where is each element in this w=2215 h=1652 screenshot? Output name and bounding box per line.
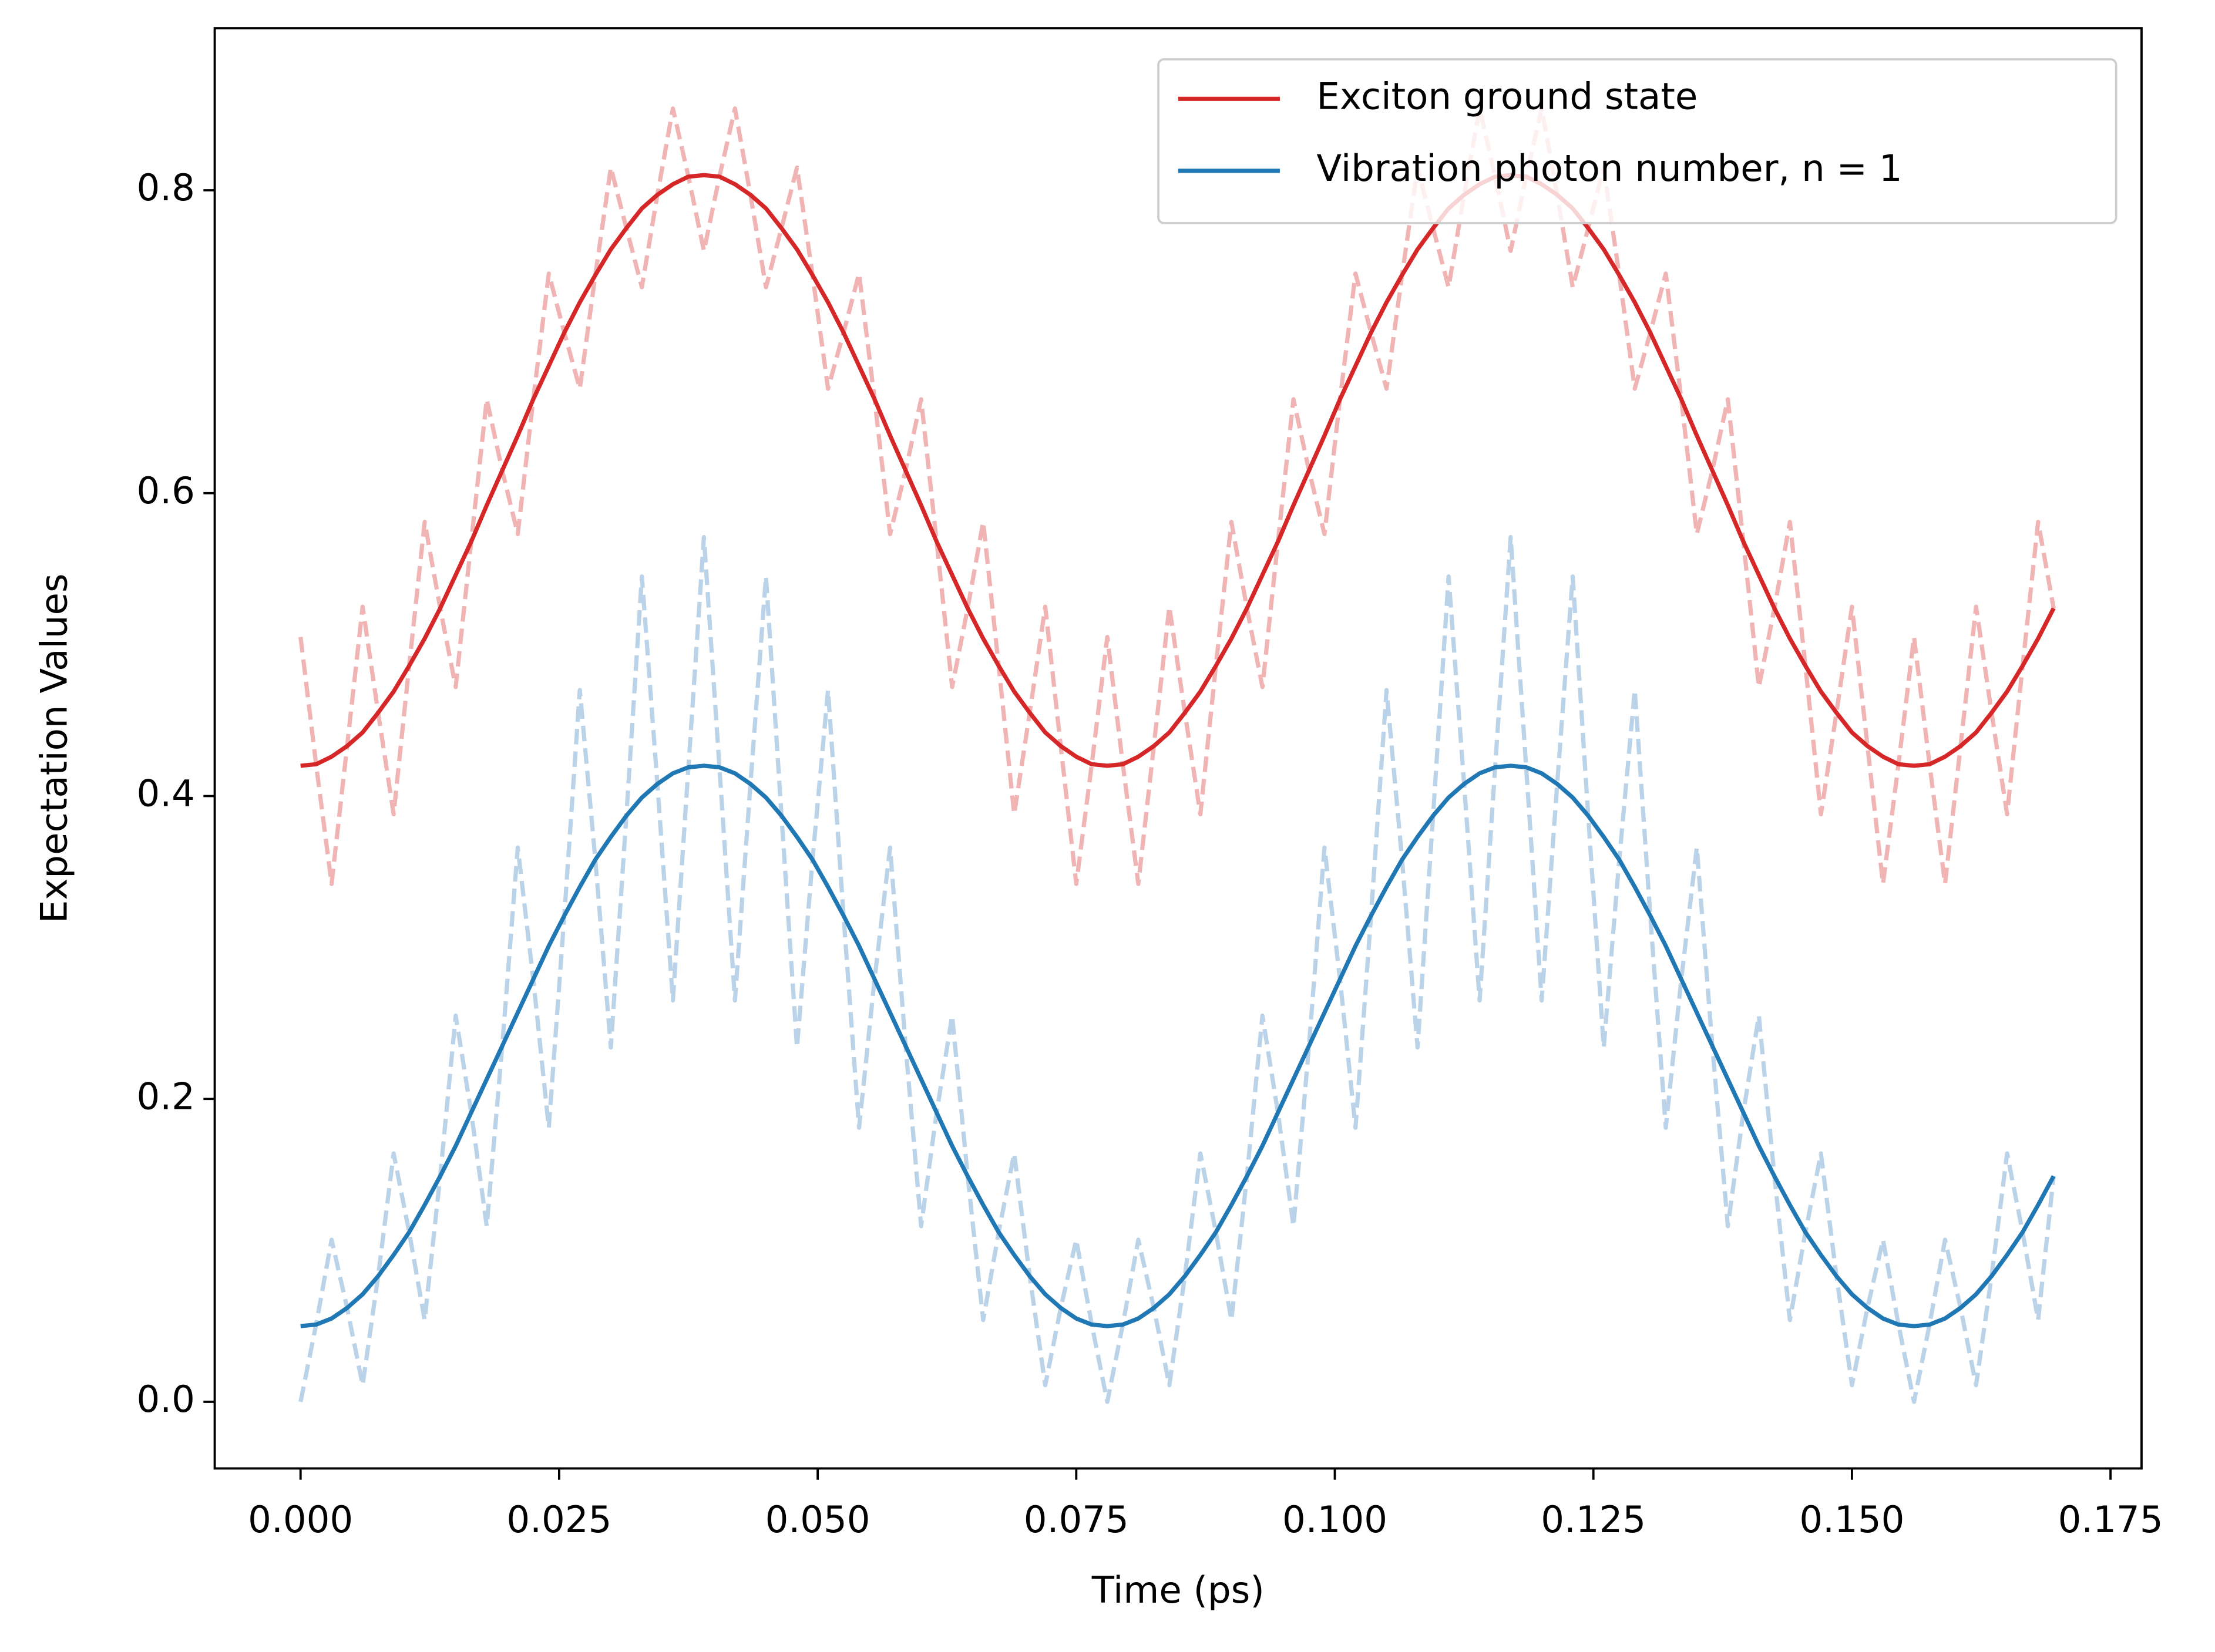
y-tick-label: 0.0 <box>136 1378 194 1421</box>
y-axis-label: Expectation Values <box>32 573 75 923</box>
x-tick-label: 0.025 <box>506 1498 611 1541</box>
y-tick-label: 0.2 <box>136 1075 194 1118</box>
series-line <box>300 173 2056 768</box>
x-tick-label: 0.050 <box>765 1498 870 1541</box>
x-axis-label: Time (ps) <box>1091 1569 1265 1611</box>
x-tick-label: 0.125 <box>1541 1498 1646 1541</box>
legend-label: Vibration photon number, n = 1 <box>1316 147 1902 190</box>
series-line <box>300 763 2056 1328</box>
x-tick-label: 0.175 <box>2058 1498 2163 1541</box>
x-tick-label: 0.150 <box>1799 1498 1904 1541</box>
series-line <box>298 106 2056 886</box>
y-tick-label: 0.4 <box>136 772 194 815</box>
y-tick-label: 0.6 <box>136 469 194 512</box>
x-tick-label: 0.100 <box>1282 1498 1387 1541</box>
x-tick-label: 0.000 <box>248 1498 353 1541</box>
plot-frame <box>213 27 2143 1470</box>
legend-box <box>1157 58 2117 224</box>
y-tick-label: 0.8 <box>136 166 194 209</box>
x-tick-label: 0.075 <box>1024 1498 1129 1541</box>
legend-label: Exciton ground state <box>1316 75 1698 117</box>
series-line <box>298 534 2056 1404</box>
